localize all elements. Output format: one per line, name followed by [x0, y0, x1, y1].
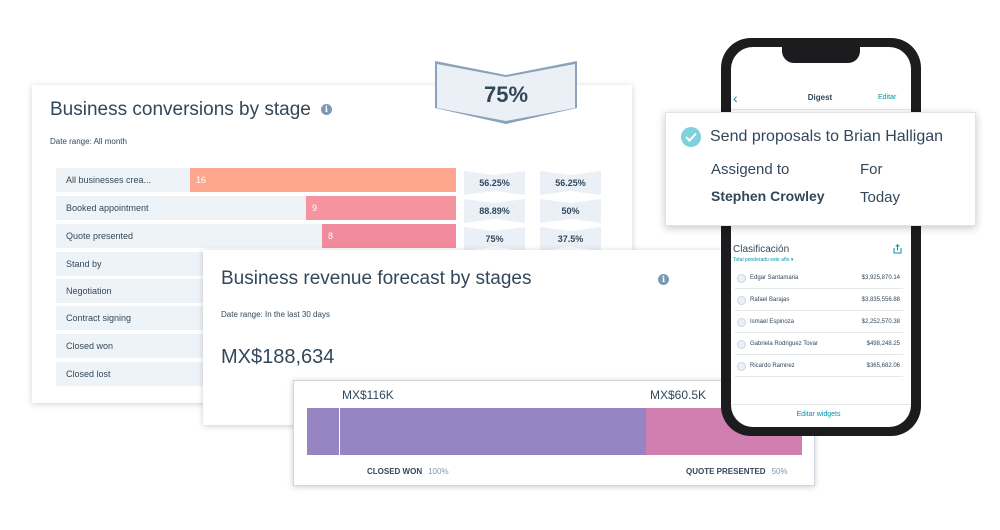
phone-screen	[731, 47, 911, 427]
revenue-title: Business revenue forecast by stages	[221, 268, 532, 289]
revenue-date-range: Date range: In the last 30 days	[221, 310, 330, 319]
stage-label: Closed lost	[66, 369, 111, 379]
avatar-icon	[737, 340, 746, 349]
conversions-title: Business conversions by stage i	[50, 99, 332, 121]
ranking-filter-dropdown[interactable]: Total ponderado este año ▾	[733, 257, 794, 263]
lead-amount: $3,925,870.14	[861, 275, 900, 281]
stage-row-all-businesses[interactable]: All businesses crea... 16	[56, 168, 456, 192]
conversion-rate-badge: 88.89%	[464, 199, 525, 223]
lead-amount: $3,835,556.88	[861, 297, 900, 303]
stage-label: All businesses crea...	[66, 175, 152, 185]
stage-label: Booked appointment	[66, 203, 149, 213]
list-item[interactable]: Ricardo Ramirez $365,682.06	[735, 356, 903, 377]
digest-title: Digest	[807, 93, 833, 102]
segment-amount-closed-won: MX$116K	[342, 388, 394, 402]
lead-name: Gabriela Rodriguez Tovar	[750, 341, 818, 347]
conversion-rate-badge: 56.25%	[464, 171, 525, 195]
stage-bar: 8	[322, 224, 456, 248]
stage-label: Closed won	[66, 341, 114, 351]
list-item[interactable]: Ismael Espinoza $2,252,570.38	[735, 312, 903, 333]
task-title: Send proposals to Brian Halligan	[710, 128, 944, 145]
stage-count: 8	[328, 231, 334, 241]
lead-amount: $498,248.25	[866, 341, 900, 347]
stage-label: Negotiation	[66, 286, 112, 296]
highlight-percentage: 75%	[483, 82, 529, 107]
bar-segment-start[interactable]	[307, 408, 339, 455]
info-icon[interactable]: i	[320, 104, 332, 116]
cumulative-rate-badge: 37.5%	[540, 227, 601, 251]
check-icon[interactable]	[681, 127, 701, 147]
segment-amount-quote-presented: MX$60.5K	[650, 388, 707, 402]
conversions-date-range: Date range: All month	[50, 137, 127, 146]
for-label: For	[860, 161, 883, 178]
share-icon[interactable]	[893, 244, 902, 254]
assigned-label: Assigend to	[711, 161, 790, 178]
task-card[interactable]: Send proposals to Brian Halligan Assigen…	[665, 112, 976, 226]
lead-name: Ricardo Ramirez	[750, 363, 795, 369]
stage-row-booked-appointment[interactable]: Booked appointment 9	[56, 196, 456, 220]
stage-bar: 9	[306, 196, 456, 220]
phone-notch	[782, 47, 860, 63]
stage-label: Contract signing	[66, 313, 132, 323]
stage-bar: 16	[190, 168, 456, 192]
list-item[interactable]: Edgar Santamaria $3,925,870.14	[735, 268, 903, 289]
edit-widgets-link[interactable]: Editar widgets	[796, 411, 841, 418]
avatar-icon	[737, 318, 746, 327]
list-item[interactable]: Rafael Barajas $3,835,556.88	[735, 290, 903, 311]
lead-amount: $365,682.06	[866, 363, 900, 369]
legend-closed-won: CLOSED WON 100%	[367, 467, 449, 476]
revenue-total: MX$188,634	[221, 346, 335, 368]
cumulative-rate-badge: 56.25%	[540, 171, 601, 195]
divider	[731, 404, 911, 405]
bar-segment-closed-won[interactable]	[340, 408, 646, 455]
stage-label: Quote presented	[66, 231, 134, 241]
edit-link[interactable]: Editar	[878, 94, 897, 101]
ranking-title: Clasificación	[733, 244, 790, 255]
assignee-name: Stephen Crowley	[711, 188, 825, 204]
stage-row-quote-presented[interactable]: Quote presented 8	[56, 224, 456, 248]
list-item[interactable]: Gabriela Rodriguez Tovar $498,248.25	[735, 334, 903, 355]
stage-label: Stand by	[66, 259, 102, 269]
stage-count: 16	[196, 175, 207, 185]
stage-count: 9	[312, 203, 318, 213]
cumulative-rate-badge: 50%	[540, 199, 601, 223]
avatar-icon	[737, 296, 746, 305]
avatar-icon	[737, 362, 746, 371]
lead-name: Edgar Santamaria	[750, 275, 799, 281]
legend-quote-presented: QUOTE PRESENTED 50%	[686, 467, 788, 476]
due-date: Today	[860, 189, 901, 206]
divider	[731, 109, 911, 110]
conversion-rate-badge: 75%	[464, 227, 525, 251]
avatar-icon	[737, 274, 746, 283]
lead-name: Ismael Espinoza	[750, 319, 795, 325]
lead-amount: $2,252,570.38	[861, 319, 900, 325]
back-chevron-icon[interactable]: ‹	[733, 90, 738, 106]
info-icon[interactable]: i	[658, 274, 669, 285]
lead-name: Rafael Barajas	[750, 297, 790, 303]
